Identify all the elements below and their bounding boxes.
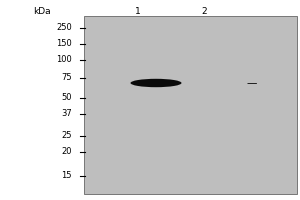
Text: —: — (247, 78, 257, 88)
Bar (84, 16, 297, 194)
Text: 150: 150 (56, 40, 72, 48)
Text: 37: 37 (61, 109, 72, 118)
Ellipse shape (130, 79, 182, 87)
Text: 2: 2 (201, 7, 207, 17)
Text: 20: 20 (61, 148, 72, 156)
Text: 50: 50 (61, 94, 72, 102)
Text: 250: 250 (56, 23, 72, 32)
Text: 100: 100 (56, 55, 72, 64)
Text: 75: 75 (61, 73, 72, 82)
Text: 25: 25 (61, 132, 72, 140)
Text: 15: 15 (61, 171, 72, 180)
Text: kDa: kDa (33, 7, 51, 17)
Text: 1: 1 (135, 7, 141, 17)
